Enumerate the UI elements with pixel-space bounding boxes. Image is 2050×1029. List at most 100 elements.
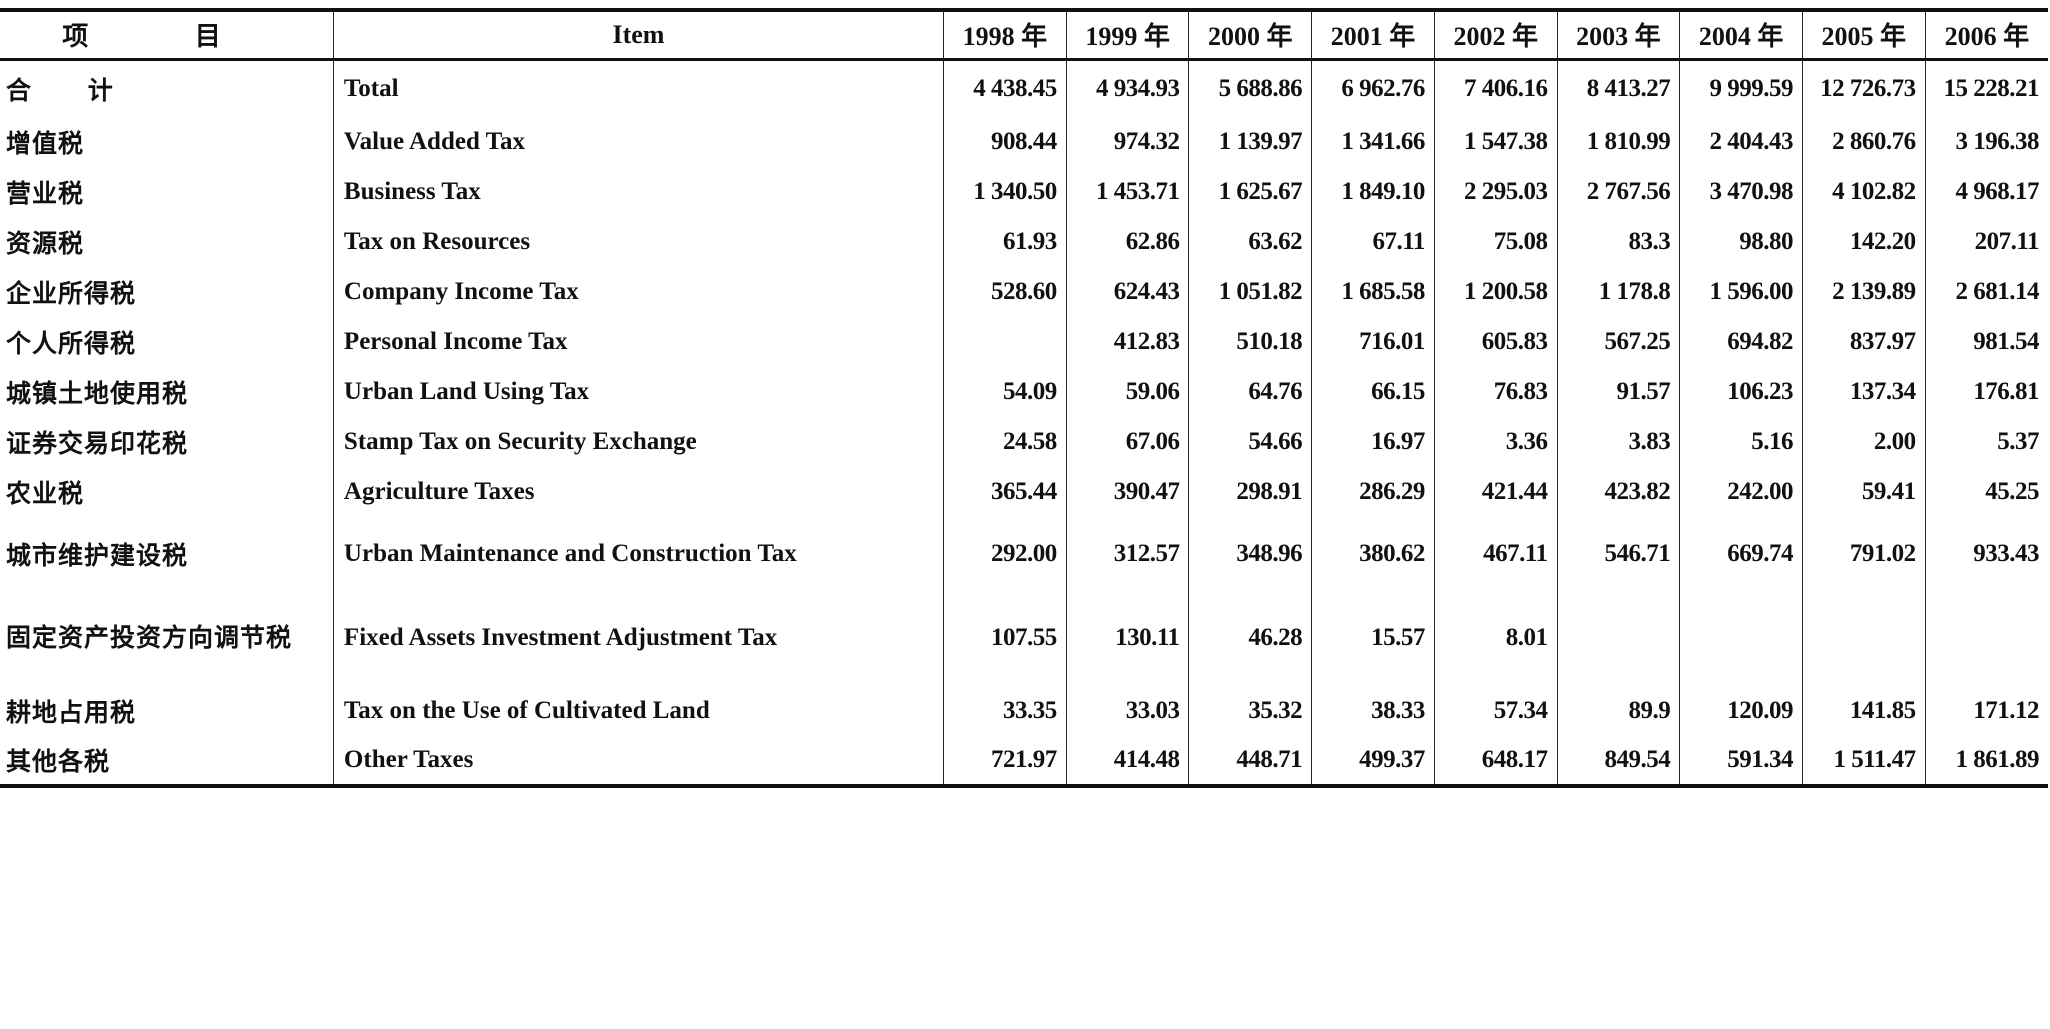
value-cell: 1 341.66 [1311,117,1435,167]
value-cell: 421.44 [1433,467,1558,517]
value-cell: 933.43 [1924,517,2048,590]
table-row: 增值税 Value Added Tax 908.44 974.32 1 139.97 1 … [0,117,2048,167]
value-cell: 62.86 [1065,217,1189,267]
value-cell: 1 139.97 [1188,117,1312,167]
value-cell: 8 413.27 [1556,59,1680,117]
value-cell: 7 406.16 [1433,59,1558,117]
row-item-cn: 资源税 [6,229,85,258]
value-cell: 1 849.10 [1311,167,1435,217]
header-year: 2003 年 [1556,8,1680,61]
value-cell: 54.66 [1188,417,1312,467]
value-cell: 16.97 [1311,417,1435,467]
value-cell: 981.54 [1924,317,2048,367]
value-cell: 694.82 [1679,317,1803,367]
value-cell: 2 860.76 [1801,117,1926,167]
table-row: 固定资产投资方向调节税 Fixed Assets Investment Adjus… [0,590,2048,686]
header-year: 2002 年 [1433,8,1558,61]
tax-revenue-table: 项 目 Item 1998 年 1999 年 2000 年 2001 年 200… [0,8,2048,788]
value-cell: 380.62 [1311,517,1435,590]
table-row: 城镇土地使用税 Urban Land Using Tax 54.09 59.06 64.… [0,367,2048,417]
value-cell: 5 688.86 [1188,59,1312,117]
row-item-en: Company Income Tax [332,267,944,317]
table-row: 耕地占用税 Tax on the Use of Cultivated Land 33… [0,686,2048,736]
value-cell: 15.57 [1311,590,1435,686]
value-cell: 2.00 [1801,417,1926,467]
table-row: 企业所得税 Company Income Tax 528.60 624.43 1 051… [0,267,2048,317]
row-item-en: Business Tax [332,167,944,217]
value-cell: 64.76 [1188,367,1312,417]
row-item-en: Fixed Assets Investment Adjustment Tax [332,590,944,686]
value-cell: 6 962.76 [1311,59,1435,117]
value-cell: 4 968.17 [1924,167,2048,217]
value-cell: 390.47 [1065,467,1189,517]
row-item-cn: 个人所得税 [6,329,137,358]
value-cell: 5.16 [1679,417,1803,467]
row-item-en: Tax on the Use of Cultivated Land [332,686,944,736]
header-year: 2004 年 [1679,8,1803,61]
row-item-en: Tax on Resources [332,217,944,267]
value-cell: 1 547.38 [1433,117,1558,167]
row-item-cn: 固定资产投资方向调节税 [6,623,293,652]
row-item-cn: 企业所得税 [6,279,137,308]
value-cell: 12 726.73 [1801,59,1926,117]
row-item-en: Urban Land Using Tax [332,367,944,417]
row-item-cn: 证券交易印花税 [6,429,189,458]
value-cell: 348.96 [1188,517,1312,590]
value-cell: 83.3 [1556,217,1680,267]
value-cell: 624.43 [1065,267,1189,317]
value-cell: 45.25 [1924,467,2048,517]
value-cell: 107.55 [943,590,1067,686]
value-cell: 57.34 [1433,686,1558,736]
value-cell: 137.34 [1801,367,1926,417]
value-cell: 106.23 [1679,367,1803,417]
header-year: 2000 年 [1188,8,1312,61]
value-cell: 91.57 [1556,367,1680,417]
value-cell: 2 295.03 [1433,167,1558,217]
value-cell: 38.33 [1311,686,1435,736]
row-item-cn: 其他各税 [0,736,334,788]
value-cell: 1 685.58 [1311,267,1435,317]
value-cell: 467.11 [1433,517,1558,590]
row-item-cn: 城镇土地使用税 [6,379,189,408]
value-cell: 2 681.14 [1924,267,2048,317]
table-header-row: 项 目 Item 1998 年 1999 年 2000 年 2001 年 200… [0,8,2048,61]
header-year: 2001 年 [1311,8,1435,61]
value-cell: 89.9 [1556,686,1680,736]
table-body: 合 计 Total 4 438.45 4 934.93 5 688.86 6 962.76… [0,59,2048,788]
header-item-cn-text: 项 目 [62,22,271,52]
value-cell: 142.20 [1801,217,1926,267]
value-cell: 1 340.50 [943,167,1067,217]
value-cell: 849.54 [1556,736,1680,788]
row-item-en: Other Taxes [332,736,944,788]
value-cell: 33.03 [1065,686,1189,736]
value-cell: 2 139.89 [1801,267,1926,317]
value-cell: 54.09 [943,367,1067,417]
value-cell: 9 999.59 [1679,59,1803,117]
value-cell: 414.48 [1065,736,1189,788]
value-cell: 292.00 [943,517,1067,590]
value-cell: 75.08 [1433,217,1558,267]
value-cell: 5.37 [1924,417,2048,467]
value-cell: 837.97 [1801,317,1926,367]
header-year: 1998 年 [943,8,1067,61]
value-cell: 67.06 [1065,417,1189,467]
row-item-cn: 合 计 [0,59,333,117]
value-cell: 1 051.82 [1188,267,1312,317]
row-item-en: Agriculture Taxes [332,467,944,517]
header-year: 2005 年 [1801,8,1926,61]
value-cell: 546.71 [1556,517,1680,590]
value-cell: 76.83 [1433,367,1558,417]
row-item-cn: 城市维护建设税 [6,540,189,570]
value-cell: 242.00 [1679,467,1803,517]
header-item-cn: 项 目 [0,8,334,61]
value-cell: 298.91 [1188,467,1312,517]
table-row: 资源税 Tax on Resources 61.93 62.86 63.62 67.11 7… [0,217,2048,267]
value-cell: 3.36 [1433,417,1558,467]
value-cell: 171.12 [1924,686,2048,736]
row-item-cn: 增值税 [6,129,85,158]
value-cell: 1 861.89 [1924,736,2048,788]
row-item-cn: 耕地占用税 [6,698,137,727]
value-cell: 98.80 [1679,217,1803,267]
value-cell [1679,590,1803,686]
